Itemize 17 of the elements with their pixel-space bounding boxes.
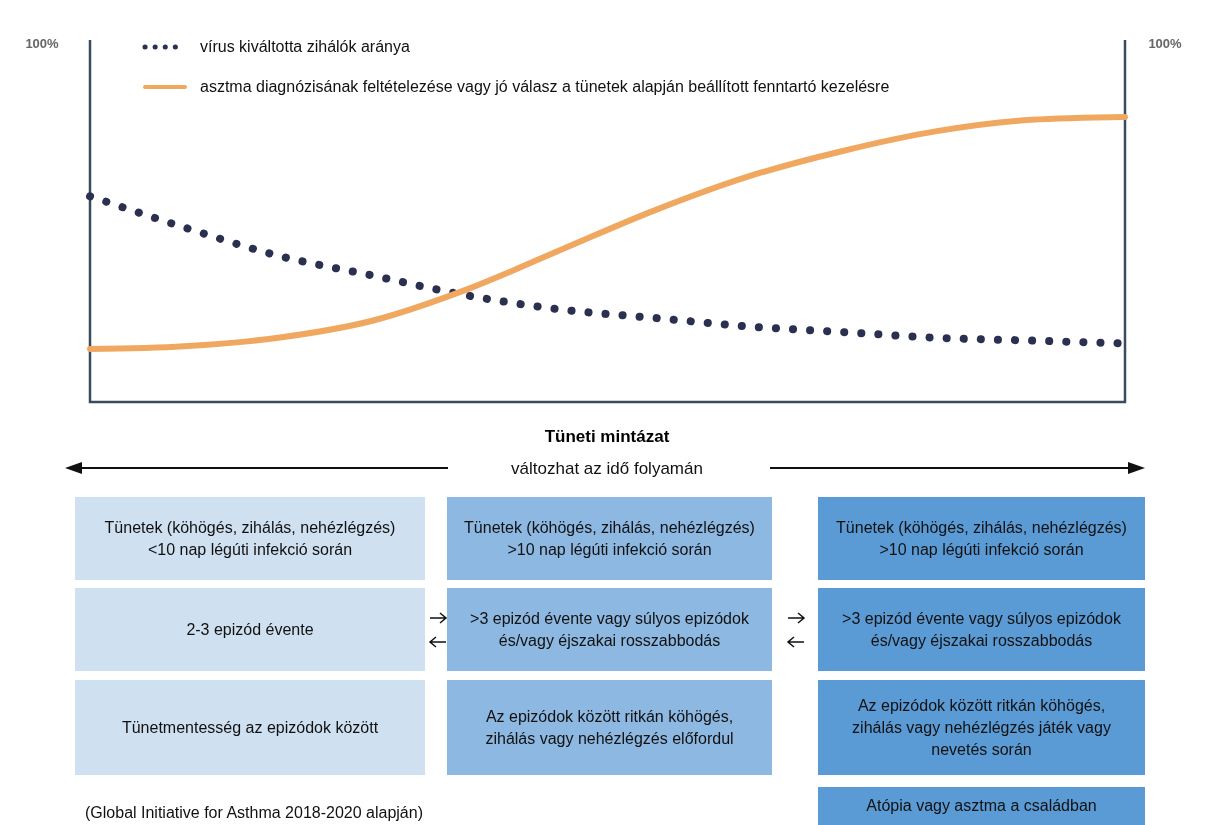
text: Az epizódok között ritkán köhögés, zihálás vagy nehézlégzés előfordul [447, 680, 772, 775]
text: Az epizódok között ritkán köhögés, zihálás vagy nehézlégzés játék vagy nevetés során [818, 680, 1145, 775]
text: Tünetmentesség az epizódok között [75, 680, 425, 775]
text: 100% [25, 36, 60, 51]
text: 2-3 epizód évente [75, 588, 425, 671]
x-axis-title: Tüneti mintázat [544, 427, 670, 446]
text: 100% [1148, 36, 1183, 51]
text: Tünetek (köhögés, zihálás, nehézlégzés) <10 nap légúti infekció során [75, 497, 425, 580]
legend-label: vírus kiváltotta zihálók aránya [200, 38, 410, 55]
text: Tünetek (köhögés, zihálás, nehézlégzés) >10 nap légúti infekció során [818, 497, 1145, 580]
legend-label: asztma diagnózisának feltételezése vagy jó válasz a tünetek alapján beállított fenntartó kezelésre [200, 78, 890, 95]
text: Tünetek (köhögés, zihálás, nehézlégzés) >10 nap légúti infekció során [447, 497, 772, 580]
text: >3 epizód évente vagy súlyos epizódok és/vagy éjszakai rosszabbodás [447, 588, 772, 671]
text: (Global Initiative for Asthma 2018-2020 alapján) [85, 804, 423, 822]
text: változhat az idő folyamán [511, 459, 703, 478]
text: Atópia vagy asztma a családban [818, 787, 1145, 825]
text: >3 epizód évente vagy súlyos epizódok és/vagy éjszakai rosszabbodás [818, 588, 1145, 671]
